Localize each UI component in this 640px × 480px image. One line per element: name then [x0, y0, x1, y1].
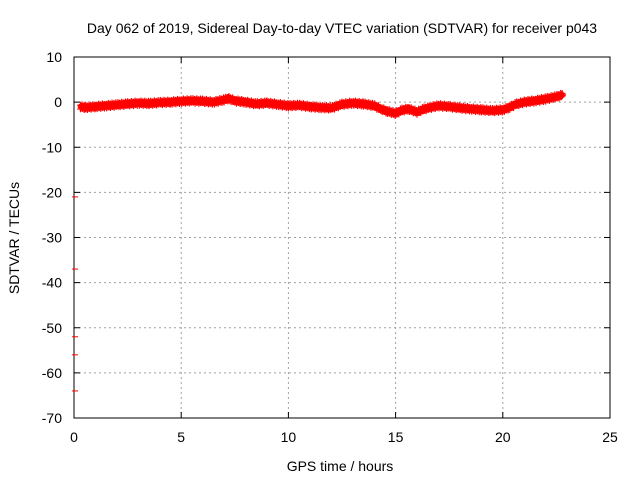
ticks: 0 5 10 15 20 25 10 0 -10 -20 -30 -40 -50 -60 -70: [42, 49, 618, 445]
y-tick-label: -40: [42, 275, 62, 291]
y-tick-label: -60: [42, 365, 62, 381]
x-tick-label: 5: [177, 429, 185, 445]
y-tick-label: 10: [46, 49, 62, 65]
y-tick-label: -30: [42, 230, 62, 246]
x-tick-label: 25: [602, 429, 618, 445]
y-tick-label: -20: [42, 184, 62, 200]
x-tick-label: 15: [388, 429, 404, 445]
x-axis-label: GPS time / hours: [287, 458, 394, 474]
y-tick-label: -10: [42, 139, 62, 155]
data-point: [559, 91, 567, 99]
data-points: [72, 89, 567, 392]
y-tick-label: 0: [54, 94, 62, 110]
x-tick-label: 20: [495, 429, 511, 445]
grid: [74, 57, 610, 418]
y-tick-label: -70: [42, 410, 62, 426]
y-tick-label: -50: [42, 320, 62, 336]
x-tick-label: 10: [281, 429, 297, 445]
y-axis-label: SDTVAR / TECUs: [6, 182, 22, 294]
x-tick-label: 0: [70, 429, 78, 445]
chart-title: Day 062 of 2019, Sidereal Day-to-day VTE…: [87, 20, 597, 36]
